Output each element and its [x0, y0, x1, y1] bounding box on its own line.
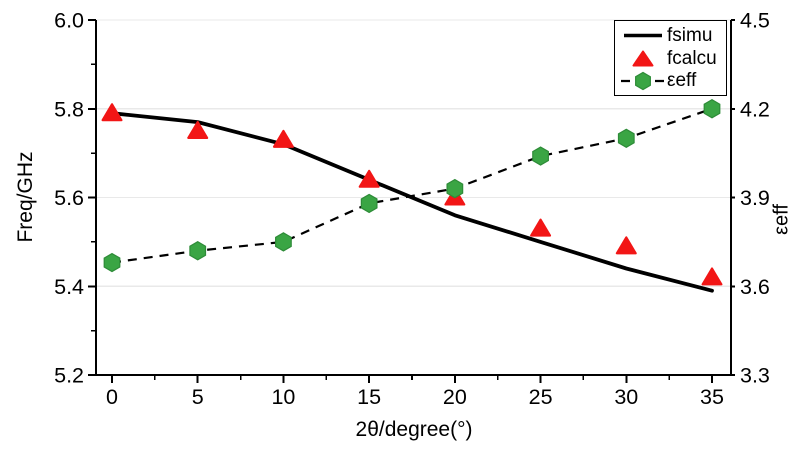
x-tick-label: 15	[357, 385, 381, 409]
legend-item-fsimu: fsimu	[619, 24, 724, 47]
tick-labels: 5.2 5.4 5.6 5.8 6.0 0 5 10 15 20 25 30 35 3.3 3.6 3.9 4.…	[54, 9, 770, 410]
x-tick-label: 5	[192, 385, 204, 409]
eeff-hexagon-marker	[189, 241, 207, 261]
right-tick-label: 3.3	[740, 364, 770, 388]
legend-label-eeff: εeff	[667, 70, 697, 92]
x-tick-label: 10	[271, 385, 295, 409]
x-tick-label: 20	[443, 385, 467, 409]
left-tick-label: 5.8	[54, 97, 84, 121]
tick-marks	[88, 19, 735, 383]
right-tick-label: 3.9	[740, 186, 770, 210]
series-fsimu	[110, 111, 714, 293]
series-εeff	[103, 99, 721, 273]
fcalcu-triangle-marker	[272, 129, 294, 148]
legend-item-fcalcu: fcalcu	[619, 47, 724, 70]
legend-item-eeff: εeff	[619, 69, 724, 92]
left-tick-label: 6.0	[54, 9, 84, 33]
x-tick-label: 25	[529, 385, 553, 409]
eeff-hexagon-marker	[703, 99, 721, 119]
left-tick-label: 5.4	[54, 275, 84, 299]
series-fcalcu	[101, 103, 723, 286]
right-tick-label: 3.6	[740, 275, 770, 299]
fcalcu-triangle-icon	[619, 48, 667, 68]
legend-label-fsimu: fsimu	[667, 24, 713, 46]
x-tick-label: 35	[700, 385, 724, 409]
x-axis-title: 2θ/degree(°)	[355, 418, 473, 441]
x-tick-label: 0	[106, 385, 118, 409]
eeff-hexagon-marker	[617, 128, 635, 149]
eeff-hexagon-marker	[275, 232, 292, 252]
eeff-hexagon-marker	[446, 178, 464, 199]
eeff-hexagon-marker	[532, 146, 549, 166]
legend: fsimu fcalcu εeff	[614, 20, 727, 96]
right-tick-label: 4.2	[740, 97, 770, 121]
eeff-hexagon-icon	[619, 71, 667, 91]
fcalcu-triangle-marker	[530, 218, 552, 237]
fcalcu-triangle-marker	[615, 236, 637, 255]
fcalcu-triangle-marker	[187, 120, 209, 139]
fsimu-line-swatch	[619, 25, 667, 45]
eeff-hexagon-marker	[103, 252, 121, 273]
eeff-hexagon-marker	[360, 193, 378, 214]
fcalcu-triangle-marker	[101, 103, 123, 122]
right-tick-label: 4.5	[740, 9, 770, 33]
right-axis-title: εeff	[770, 204, 793, 235]
legend-label-fcalcu: fcalcu	[667, 47, 717, 69]
left-tick-label: 5.2	[54, 364, 84, 388]
x-tick-label: 30	[614, 385, 638, 409]
fcalcu-triangle-marker	[358, 169, 380, 188]
left-tick-label: 5.6	[54, 186, 84, 210]
left-axis-title: Freq/GHz	[14, 151, 37, 243]
fcalcu-triangle-marker	[701, 267, 723, 286]
